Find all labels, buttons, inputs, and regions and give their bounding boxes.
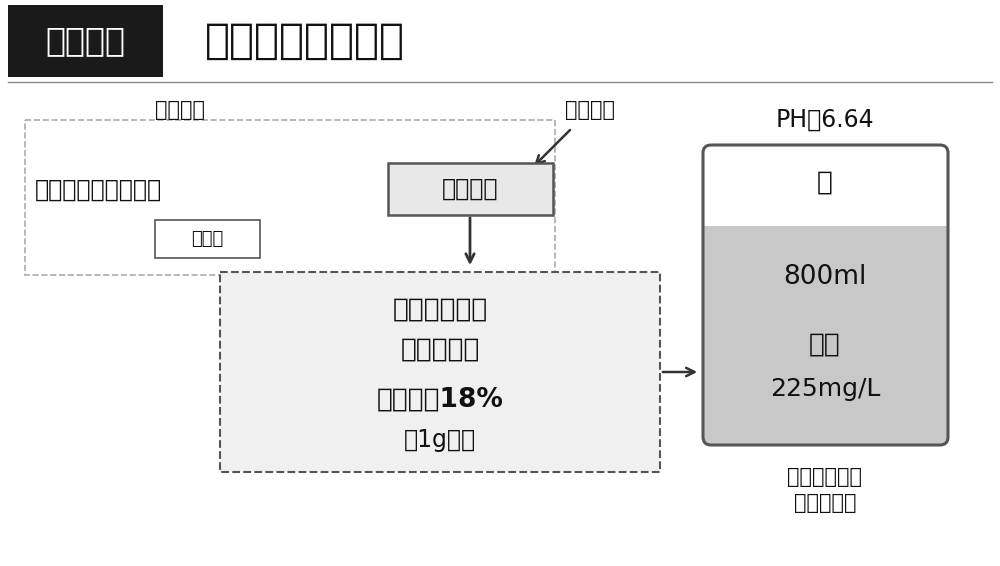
Text: 发明技术: 发明技术 [565,100,615,120]
Text: 取1g粉剂: 取1g粉剂 [404,428,476,452]
Text: 二氧化氯溶液: 二氧化氯溶液 [788,467,862,487]
Text: （商品态）: （商品态） [400,337,480,363]
Bar [220,272,660,472]
Bar [703,145,948,226]
Bar [25,120,555,275]
Text: 发明技术: 发明技术 [45,24,125,58]
Text: 活化助剂: 活化助剂 [442,177,498,201]
Text: PH值6.64: PH值6.64 [776,108,874,132]
Text: 800ml: 800ml [783,264,867,290]
Bar [8,5,163,77]
Text: 水: 水 [817,170,833,196]
Text: 二氧化氯粉剂: 二氧化氯粉剂 [392,297,488,323]
Text: 亚氯酸钠＋活化剂＋: 亚氯酸钠＋活化剂＋ [35,178,162,202]
Text: 225mg/L: 225mg/L [770,377,880,401]
Bar [155,220,260,258]
Text: 固体酸: 固体酸 [191,230,223,248]
Text: 中性二氧化氯粉剂: 中性二氧化氯粉剂 [205,20,405,62]
Text: 主要原料: 主要原料 [155,100,205,120]
Text: （应用态）: （应用态） [794,493,856,513]
Text: 有效含量18%: 有效含量18% [377,387,503,413]
FancyBboxPatch shape [703,211,948,445]
Bar [388,163,553,215]
Text: 浓度: 浓度 [809,331,841,357]
